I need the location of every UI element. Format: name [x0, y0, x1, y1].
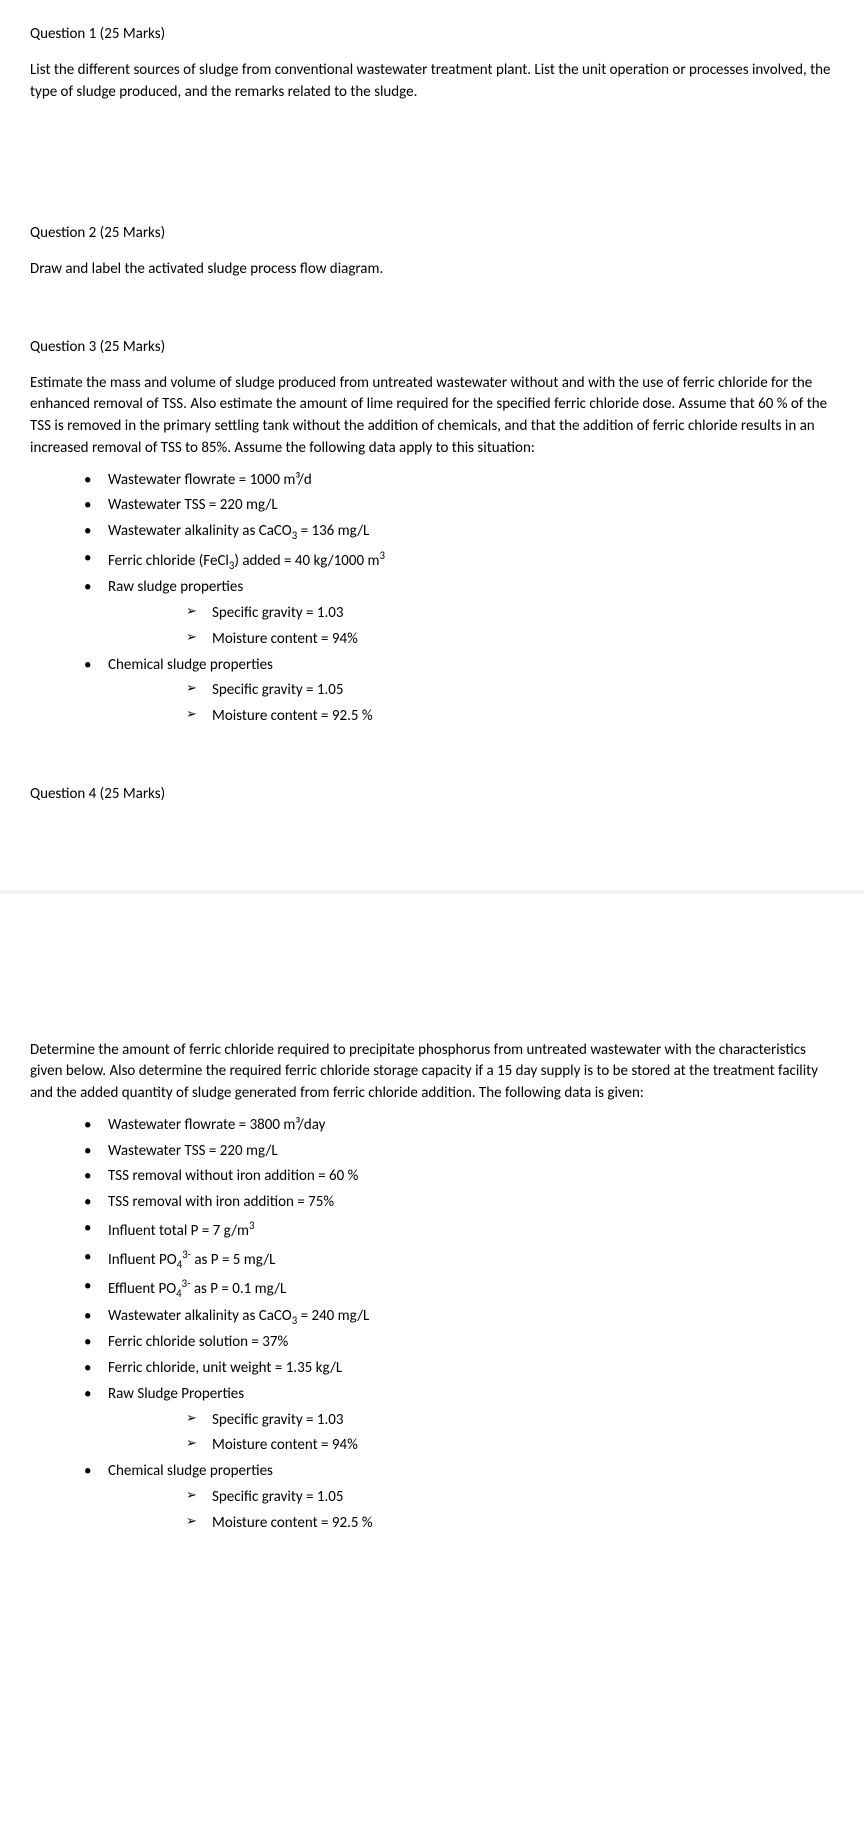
sub-list: Specific gravity = 1.05 Moisture content…: [108, 1487, 834, 1535]
list-item: Ferric chloride, unit weight = 1.35 kg/L: [84, 1358, 834, 1380]
list-item: Wastewater alkalinity as CaCO3 = 240 mg/…: [84, 1306, 834, 1329]
list-item: Wastewater alkalinity as CaCO3 = 136 mg/…: [84, 521, 834, 544]
list-item: Wastewater TSS = 220 mg/L: [84, 1141, 834, 1163]
list-item: Chemical sludge properties Specific grav…: [84, 655, 834, 728]
list-item: TSS removal without iron addition = 60 %: [84, 1166, 834, 1188]
list-item: Wastewater flowrate = 1000 m³/d: [84, 470, 834, 492]
list-item: Ferric chloride (FeCl3) added = 40 kg/10…: [84, 548, 834, 574]
list-item: Moisture content = 92.5 %: [186, 1513, 834, 1535]
q1-body: List the different sources of sludge fro…: [30, 60, 834, 104]
q3-body: Estimate the mass and volume of sludge p…: [30, 373, 834, 460]
list-item: Moisture content = 94%: [186, 1435, 834, 1457]
q4-title: Question 4 (25 Marks): [30, 784, 834, 806]
sub-list: Specific gravity = 1.03 Moisture content…: [108, 603, 834, 651]
q3-title: Question 3 (25 Marks): [30, 337, 834, 359]
list-item: Wastewater TSS = 220 mg/L: [84, 495, 834, 517]
page-break: [0, 860, 864, 980]
list-item: Specific gravity = 1.05: [186, 1487, 834, 1509]
spacer: [30, 291, 834, 337]
list-item: Raw Sludge Properties Specific gravity =…: [84, 1384, 834, 1457]
list-item: Ferric chloride solution = 37%: [84, 1332, 834, 1354]
list-item: Raw sludge properties Specific gravity =…: [84, 577, 834, 650]
sub-list: Specific gravity = 1.05 Moisture content…: [108, 680, 834, 728]
list-item: Effluent PO43- as P = 0.1 mg/L: [84, 1276, 834, 1302]
q1-title: Question 1 (25 Marks): [30, 24, 834, 46]
list-item-label: Raw sludge properties: [108, 578, 243, 596]
q3-bullet-list: Wastewater flowrate = 1000 m³/d Wastewat…: [30, 470, 834, 728]
spacer: [30, 738, 834, 784]
q4-bullet-list: Wastewater flowrate = 3800 m³/day Wastew…: [30, 1115, 834, 1535]
list-item: TSS removal with iron addition = 75%: [84, 1192, 834, 1214]
list-item: Moisture content = 92.5 %: [186, 706, 834, 728]
q4-body: Determine the amount of ferric chloride …: [30, 1040, 834, 1105]
sub-list: Specific gravity = 1.03 Moisture content…: [108, 1410, 834, 1458]
spacer: [30, 113, 834, 223]
list-item: Chemical sludge properties Specific grav…: [84, 1461, 834, 1534]
q2-title: Question 2 (25 Marks): [30, 223, 834, 245]
list-item: Influent total P = 7 g/m3: [84, 1218, 834, 1243]
page-2: Determine the amount of ferric chloride …: [0, 980, 864, 1585]
list-item-label: Raw Sludge Properties: [108, 1385, 244, 1403]
list-item: Specific gravity = 1.05: [186, 680, 834, 702]
list-item-label: Chemical sludge properties: [108, 656, 273, 674]
q2-body: Draw and label the activated sludge proc…: [30, 259, 834, 281]
list-item: Influent PO43- as P = 5 mg/L: [84, 1247, 834, 1273]
list-item-label: Chemical sludge properties: [108, 1462, 273, 1480]
list-item: Specific gravity = 1.03: [186, 603, 834, 625]
page-1: Question 1 (25 Marks) List the different…: [0, 0, 864, 860]
list-item: Wastewater flowrate = 3800 m³/day: [84, 1115, 834, 1137]
list-item: Specific gravity = 1.03: [186, 1410, 834, 1432]
list-item: Moisture content = 94%: [186, 629, 834, 651]
